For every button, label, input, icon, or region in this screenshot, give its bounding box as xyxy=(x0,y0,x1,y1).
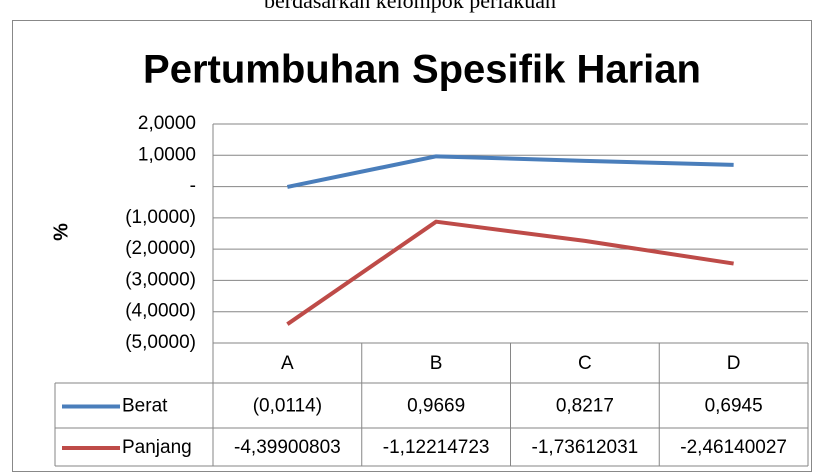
series-line xyxy=(286,154,734,189)
y-tick-label: (2,0000) xyxy=(125,238,196,259)
y-axis-label: % xyxy=(50,223,72,241)
data-label: -2,46140027 xyxy=(680,437,787,458)
data-label: -4,39900803 xyxy=(234,437,341,458)
y-tick-label: (1,0000) xyxy=(125,207,196,228)
legend-label: Panjang xyxy=(122,437,192,458)
legend-label: Berat xyxy=(122,396,168,417)
data-label: 0,9669 xyxy=(407,396,465,417)
category-label: C xyxy=(578,353,592,374)
y-tick-label: (3,0000) xyxy=(125,269,196,290)
chart-title: Pertumbuhan Spesifik Harian xyxy=(143,48,701,92)
caption: berdasarkan kelompok perlakuan xyxy=(264,0,556,13)
data-label: (0,0114) xyxy=(253,396,322,417)
y-tick-label: 2,0000 xyxy=(138,113,196,134)
y-tick-label: 1,0000 xyxy=(138,144,196,165)
data-label: 0,8217 xyxy=(556,396,614,417)
category-label: D xyxy=(727,353,741,374)
data-label: 0,6945 xyxy=(705,396,763,417)
series-line xyxy=(286,219,734,326)
category-label: B xyxy=(430,353,443,374)
y-tick-label: - xyxy=(190,176,196,197)
chart-border xyxy=(12,20,812,472)
category-label: A xyxy=(281,353,294,374)
data-label: -1,73612031 xyxy=(532,437,639,458)
y-tick-label: (4,0000) xyxy=(125,301,196,322)
y-tick-label: (5,0000) xyxy=(125,332,196,353)
data-label: -1,12214723 xyxy=(383,437,490,458)
